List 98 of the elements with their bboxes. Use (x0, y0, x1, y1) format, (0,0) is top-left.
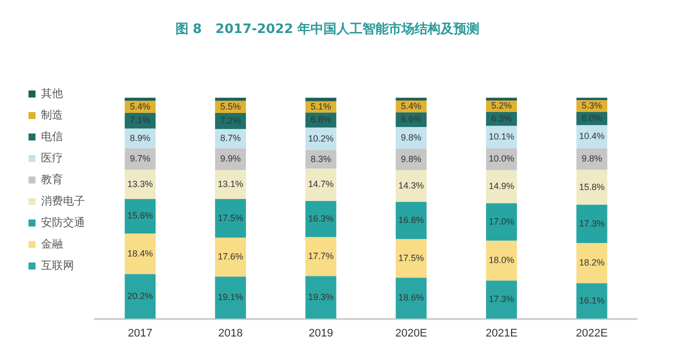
bar (486, 98, 517, 100)
legend-label: 医疗 (41, 151, 63, 164)
bar (576, 242, 608, 284)
bar (396, 239, 427, 278)
bar (486, 280, 517, 319)
bar (576, 283, 608, 319)
data-label: 8.7% (220, 133, 241, 144)
data-label: 5.1% (310, 101, 332, 112)
data-label: 17.5% (218, 212, 244, 223)
legend-label: 消费电子 (41, 194, 85, 208)
x-tick-label: 2019 (308, 327, 334, 340)
data-label: 14.9% (488, 181, 514, 192)
bar (124, 98, 156, 101)
data-label: 8.9% (130, 132, 150, 143)
x-tick-label: 2018 (218, 327, 243, 340)
data-label: 5.4% (130, 101, 150, 112)
bar (486, 170, 517, 204)
data-label: 19.1% (218, 292, 244, 302)
data-label: 17.5% (398, 252, 424, 263)
bar (215, 98, 246, 101)
data-label: 16.8% (398, 214, 424, 225)
data-label: 17.7% (308, 251, 334, 262)
bar (396, 170, 427, 202)
data-label: 17.6% (218, 252, 244, 262)
x-tick-label: 2017 (128, 327, 152, 340)
bar (305, 168, 336, 202)
data-label: 14.7% (308, 179, 334, 190)
data-label: 5.3% (582, 100, 602, 111)
data-label: 10.1% (488, 132, 514, 142)
bar (486, 148, 517, 170)
data-label: 10.2% (308, 133, 334, 144)
data-label: 5.2% (491, 100, 512, 111)
bar (396, 278, 427, 319)
bar (396, 202, 427, 240)
data-label: 17.0% (488, 216, 514, 226)
data-label: 5.4% (400, 100, 422, 111)
x-tick-label: 2022E (576, 327, 608, 340)
bar (215, 148, 246, 170)
data-label: 9.8% (400, 154, 422, 164)
bar (486, 240, 517, 281)
data-label: 10.4% (579, 131, 605, 142)
legend-label: 安防交通 (41, 216, 85, 229)
data-label: 9.7% (130, 153, 150, 164)
data-label: 7.1% (130, 115, 150, 126)
data-label: 6.8% (310, 114, 332, 125)
bar (124, 233, 156, 274)
bar (124, 199, 156, 234)
bar (215, 238, 246, 277)
bar (124, 170, 156, 200)
bar (215, 199, 246, 238)
data-label: 9.9% (220, 154, 241, 164)
bar (305, 98, 336, 102)
chart-title: 图 8 2017-2022 年中国人工智能市场结构及预测 (175, 21, 480, 38)
data-label: 18.2% (579, 258, 605, 268)
bar (124, 274, 156, 319)
legend-label: 教育 (41, 172, 63, 186)
data-label: 18.4% (127, 248, 153, 258)
legend-label: 电信 (41, 130, 63, 143)
data-label: 18.6% (398, 292, 424, 303)
legend-label: 金融 (41, 237, 63, 250)
x-tick-label: 2021E (486, 327, 518, 340)
x-tick-label: 2020E (395, 327, 428, 340)
data-label: 17.3% (579, 218, 605, 228)
data-label: 7.2% (220, 115, 241, 126)
bar (486, 203, 517, 241)
data-label: 10.0% (488, 154, 514, 164)
bar (215, 170, 246, 200)
data-label: 14.3% (398, 180, 424, 191)
data-label: 6.6% (400, 114, 422, 124)
data-label: 19.3% (308, 292, 334, 302)
bar (305, 237, 336, 276)
data-label: 9.8% (400, 132, 422, 142)
bar (576, 170, 608, 205)
legend-label: 制造 (41, 108, 63, 122)
bar (124, 148, 156, 170)
bar (576, 148, 608, 170)
bar (396, 98, 427, 100)
data-label: 18.0% (488, 255, 514, 266)
legend-label: 互联网 (41, 258, 74, 272)
data-label: 15.8% (579, 182, 605, 192)
data-label: 13.1% (218, 179, 244, 190)
bar (576, 204, 608, 243)
bar (305, 201, 336, 238)
data-label: 13.3% (127, 178, 153, 189)
data-label: 16.3% (308, 214, 334, 224)
data-label: 15.6% (127, 210, 153, 221)
data-label: 6.0% (582, 113, 602, 124)
data-label: 20.2% (127, 290, 153, 301)
data-label: 17.3% (488, 294, 514, 304)
data-label: 6.3% (491, 113, 512, 124)
bar (305, 276, 336, 319)
data-label: 9.8% (582, 154, 602, 164)
data-label: 16.1% (579, 295, 605, 306)
bar (215, 276, 246, 319)
legend-label: 其他 (41, 86, 63, 100)
data-label: 5.5% (220, 101, 241, 112)
bar (396, 148, 427, 170)
data-label: 8.3% (310, 154, 332, 164)
